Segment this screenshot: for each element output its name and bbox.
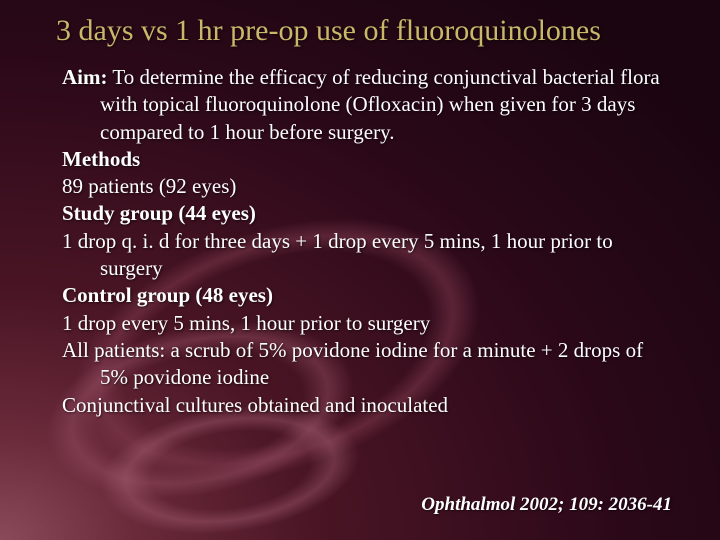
methods-label-text: Methods bbox=[62, 147, 140, 171]
patients-line: 89 patients (92 eyes) bbox=[62, 173, 672, 200]
all-patients-line: All patients: a scrub of 5% povidone iod… bbox=[62, 337, 672, 392]
slide-body: Aim: To determine the efficacy of reduci… bbox=[62, 64, 672, 419]
methods-label: Methods bbox=[62, 146, 672, 173]
study-group-label: Study group (44 eyes) bbox=[62, 200, 672, 227]
aim-line: Aim: To determine the efficacy of reduci… bbox=[62, 64, 672, 146]
control-group-label-text: Control group (48 eyes) bbox=[62, 283, 273, 307]
study-group-label-text: Study group (44 eyes) bbox=[62, 201, 256, 225]
aim-label: Aim: bbox=[62, 65, 108, 89]
control-group-label: Control group (48 eyes) bbox=[62, 282, 672, 309]
slide-title: 3 days vs 1 hr pre-op use of fluoroquino… bbox=[56, 14, 680, 48]
citation: Ophthalmol 2002; 109: 2036-41 bbox=[421, 494, 672, 516]
control-group-text: 1 drop every 5 mins, 1 hour prior to sur… bbox=[62, 310, 672, 337]
aim-text: To determine the efficacy of reducing co… bbox=[100, 65, 660, 144]
slide: 3 days vs 1 hr pre-op use of fluoroquino… bbox=[0, 0, 720, 540]
cultures-line: Conjunctival cultures obtained and inocu… bbox=[62, 392, 672, 419]
study-group-text: 1 drop q. i. d for three days + 1 drop e… bbox=[62, 228, 672, 283]
